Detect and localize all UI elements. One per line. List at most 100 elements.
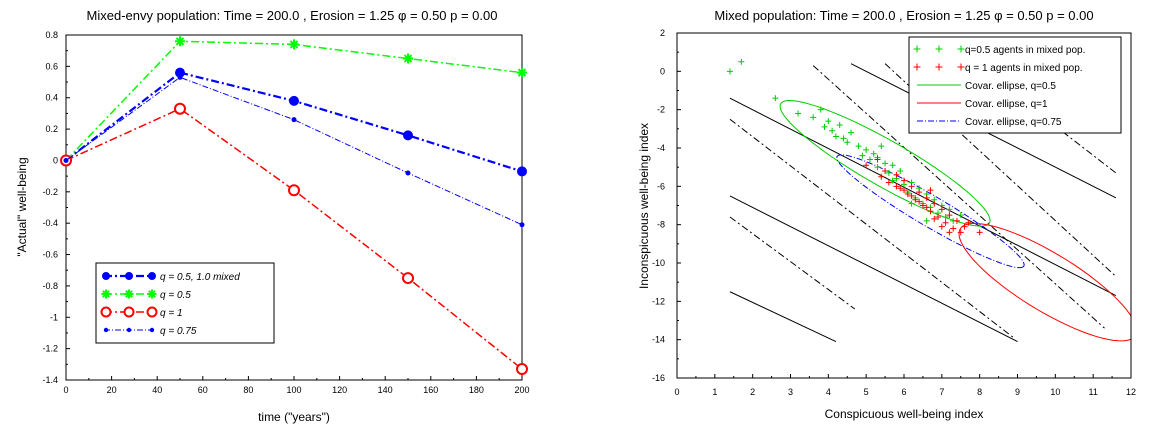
- right-x-tick-label: 3: [788, 387, 793, 397]
- right-point-q1: [919, 202, 926, 209]
- left-y-tick-label: -0.2: [42, 187, 58, 197]
- right-point-q05: [810, 114, 817, 121]
- left-legend-marker: [125, 272, 133, 280]
- right-scatter-chart: Mixed population: Time = 200.0 , Erosion…: [637, 8, 1136, 421]
- left-x-tick-label: 200: [514, 385, 529, 395]
- left-x-tick-label: 180: [469, 385, 484, 395]
- right-point-q1: [965, 219, 972, 226]
- left-y-tick-label: 0.6: [45, 61, 58, 71]
- left-series-line: [65, 107, 523, 370]
- right-point-q1: [950, 225, 957, 232]
- right-point-q1: [893, 183, 900, 190]
- right-y-axis-label: Inconspicuous well-being index: [637, 123, 651, 289]
- left-data-point: [402, 272, 414, 285]
- left-y-tick-label: 0: [53, 155, 58, 165]
- right-point-q1: [953, 217, 960, 224]
- right-point-q1: [916, 189, 923, 196]
- left-x-tick-label: 140: [378, 385, 393, 395]
- right-point-q1: [942, 219, 949, 226]
- right-y-tick-label: -14: [652, 335, 665, 345]
- right-x-axis-label: Conspicuous well-being index: [825, 407, 984, 421]
- right-point-q1: [908, 192, 915, 199]
- right-legend-label: Covar. ellipse, q=0.5: [965, 81, 1056, 92]
- left-legend-label: q = 0.75: [160, 326, 197, 337]
- right-reference-line: [884, 63, 1117, 277]
- left-x-tick-label: 40: [152, 385, 162, 395]
- left-x-axis-label: time ("years"): [258, 410, 330, 424]
- right-point-q1: [931, 215, 938, 222]
- left-legend-marker: [146, 306, 158, 318]
- left-y-tick-label: -0.8: [42, 281, 58, 291]
- right-point-q05: [874, 164, 881, 171]
- right-y-tick-label: -8: [657, 220, 665, 230]
- left-data-point: [516, 363, 528, 376]
- right-covariance-ellipse: [958, 223, 1131, 342]
- right-x-tick-label: 9: [1015, 387, 1020, 397]
- right-y-tick-label: -6: [657, 181, 665, 191]
- right-point-q1: [882, 168, 889, 174]
- right-point-q05: [942, 214, 949, 220]
- right-point-q05: [832, 133, 839, 140]
- right-x-tick-label: 5: [864, 387, 869, 397]
- left-data-point: [517, 166, 527, 177]
- left-legend-marker: [103, 327, 109, 333]
- right-legend-marker: [957, 63, 965, 71]
- right-legend-label: q = 1 agents in mixed pop.: [965, 63, 1083, 74]
- right-x-tick-label: 11: [1088, 387, 1097, 397]
- right-x-tick-label: 6: [901, 387, 906, 397]
- left-x-tick-label: 20: [107, 385, 117, 395]
- right-reference-line: [729, 216, 856, 310]
- right-legend-marker: [957, 45, 965, 53]
- right-x-tick-label: 8: [977, 387, 982, 397]
- right-y-tick-label: -4: [657, 143, 665, 153]
- right-y-tick-label: -16: [652, 373, 665, 383]
- left-data-point: [519, 222, 525, 228]
- left-chart-title: Mixed-envy population: Time = 200.0 , Er…: [87, 8, 498, 23]
- right-point-q1: [863, 162, 870, 169]
- right-y-tick-label: -10: [652, 258, 665, 268]
- right-chart-title: Mixed population: Time = 200.0 , Erosion…: [714, 8, 1093, 23]
- left-y-tick-label: -1.4: [42, 375, 58, 385]
- right-reference-line: [729, 97, 1117, 297]
- left-data-point: [289, 95, 299, 106]
- right-point-q05: [821, 123, 828, 130]
- right-point-q05: [772, 95, 779, 102]
- right-point-q05: [946, 206, 953, 213]
- right-point-q1: [927, 208, 934, 215]
- right-point-q1: [957, 229, 964, 236]
- right-x-tick-label: 12: [1126, 387, 1136, 397]
- right-plot-area: [726, 58, 1131, 343]
- left-line-chart: Mixed-envy population: Time = 200.0 , Er…: [15, 8, 530, 424]
- left-data-point: [403, 53, 413, 64]
- left-data-point: [291, 117, 297, 123]
- right-point-q05: [870, 150, 877, 157]
- left-x-tick-label: 80: [243, 385, 253, 395]
- right-point-q1: [897, 185, 904, 192]
- left-y-tick-label: -1: [50, 312, 58, 322]
- right-point-q05: [795, 110, 802, 117]
- right-point-q05: [836, 122, 843, 128]
- right-x-tick-label: 2: [750, 387, 755, 397]
- left-legend-marker: [100, 306, 112, 318]
- right-legend-label: q=0.5 agents in mixed pop.: [965, 45, 1085, 56]
- left-data-point: [174, 102, 186, 115]
- right-reference-line: [812, 65, 1105, 329]
- left-legend-label: q = 0.5, 1.0 mixed: [160, 272, 240, 283]
- right-legend-label: Covar. ellipse, q=1: [965, 99, 1048, 110]
- left-x-tick-label: 100: [286, 385, 301, 395]
- right-point-q05: [848, 129, 855, 136]
- left-legend-label: q = 0.5: [160, 290, 191, 301]
- right-point-q05: [855, 143, 862, 150]
- right-point-q05: [878, 143, 885, 150]
- left-x-tick-label: 160: [423, 385, 438, 395]
- right-point-q1: [935, 214, 942, 220]
- right-point-q05: [866, 156, 873, 163]
- left-legend-label: q = 1: [160, 308, 183, 319]
- left-data-point: [517, 67, 527, 78]
- left-data-point: [403, 130, 413, 141]
- right-point-q1: [938, 206, 945, 213]
- left-x-tick-label: 120: [332, 385, 347, 395]
- right-point-q05: [889, 177, 896, 184]
- left-y-tick-label: -0.6: [42, 250, 58, 260]
- right-point-q1: [904, 191, 911, 197]
